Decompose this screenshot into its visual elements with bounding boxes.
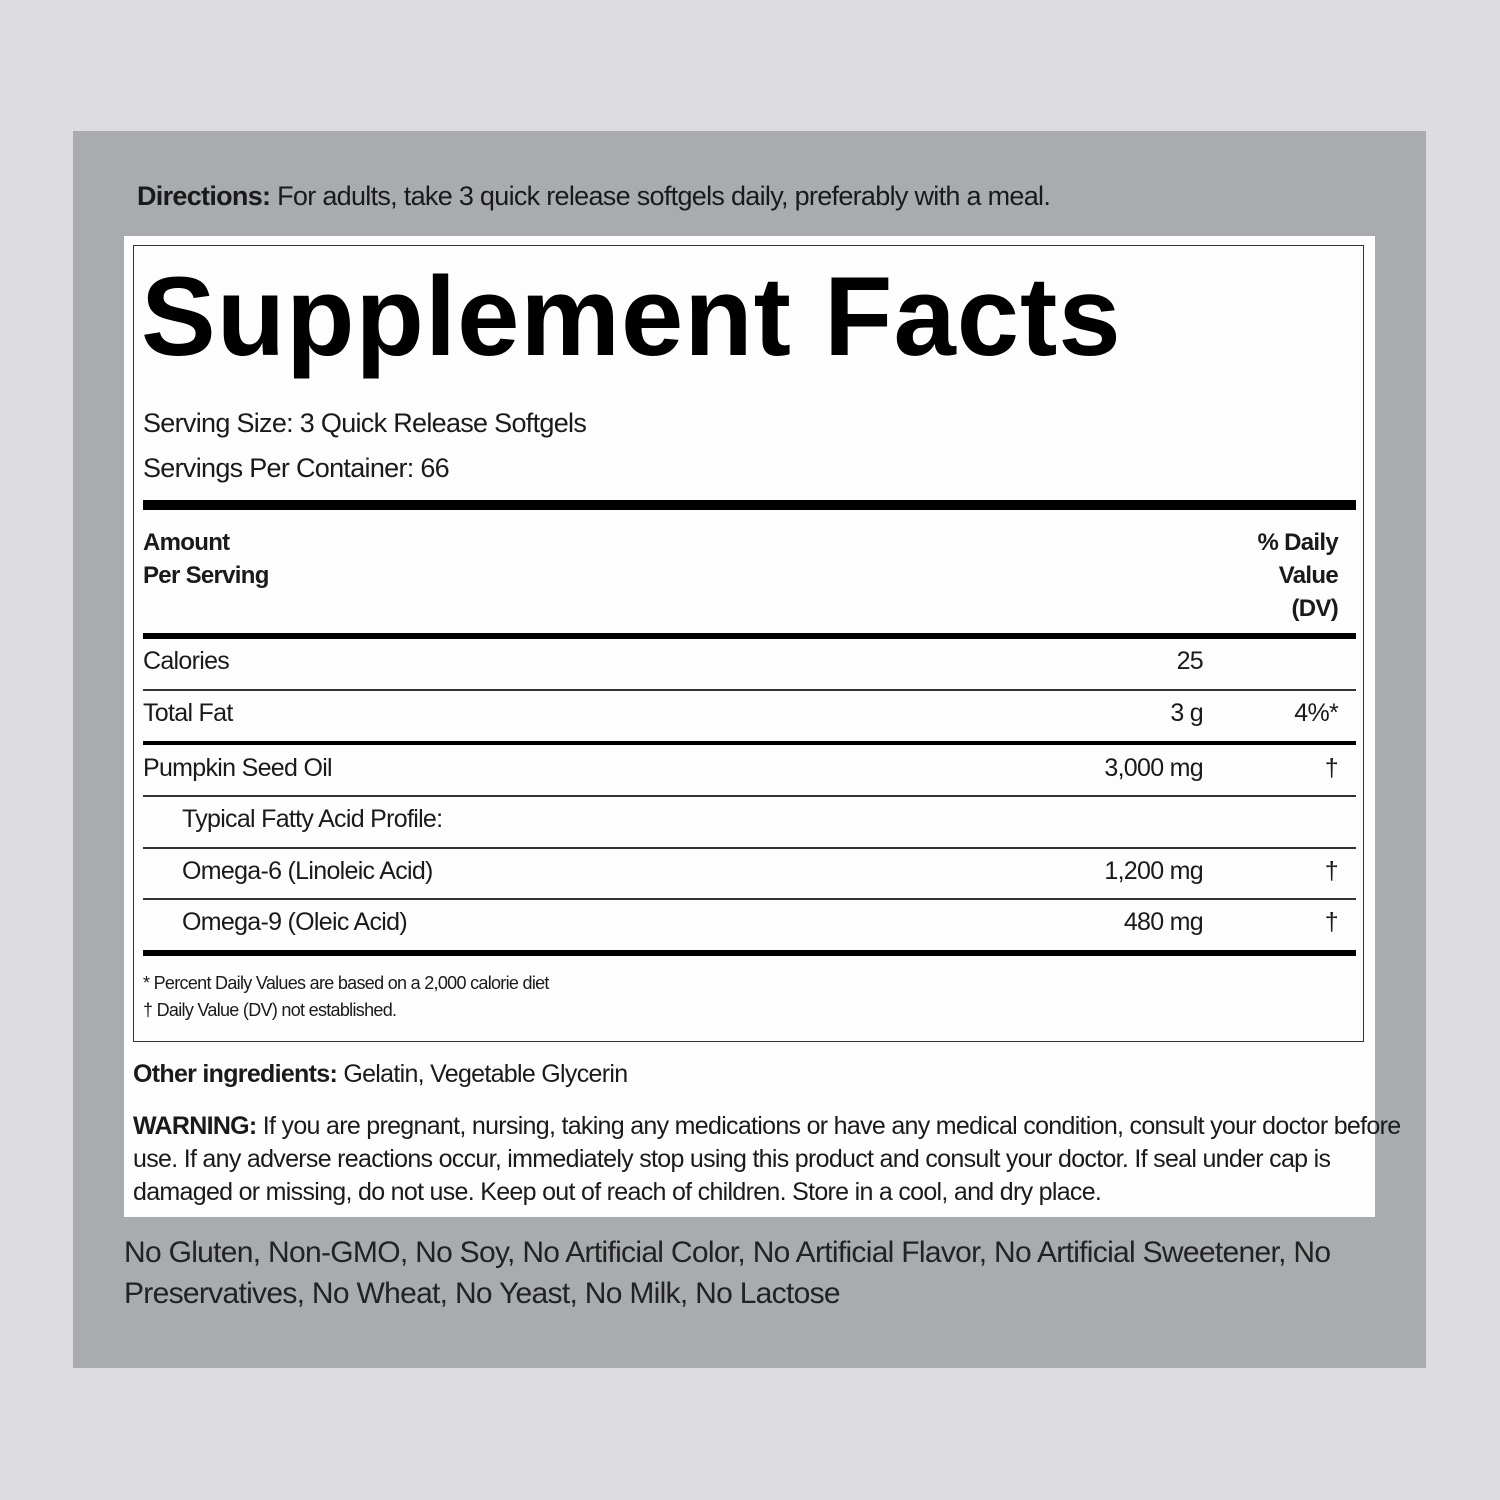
dv-header-line2: Value: [1278, 562, 1339, 589]
divider-thin: [143, 898, 1356, 900]
directions-text: For adults, take 3 quick release softgel…: [270, 181, 1051, 211]
directions-label: Directions:: [137, 181, 271, 211]
divider-thick: [143, 950, 1356, 956]
row-amount-omega-6: 1,200 mg: [1104, 857, 1203, 885]
amount-header-line1: Amount: [143, 529, 230, 556]
supplement-facts-box: [133, 245, 1364, 1042]
warning-line1: If you are pregnant, nursing, taking any…: [256, 1112, 1401, 1140]
row-dv-omega-9: †: [1324, 908, 1339, 936]
warning-line3: damaged or missing, do not use. Keep out…: [133, 1178, 1102, 1206]
row-dv-total-fat: 4%*: [1294, 699, 1338, 727]
footnote-dv-not-established: † Daily Value (DV) not established.: [143, 1000, 397, 1020]
row-name-fatty-acid-profile: Typical Fatty Acid Profile:: [182, 805, 443, 833]
divider-thin: [143, 795, 1356, 797]
row-amount-omega-9: 480 mg: [1123, 908, 1204, 936]
row-amount-calories: 25: [1176, 647, 1204, 675]
row-dv-omega-6: †: [1324, 857, 1339, 885]
amount-header-line2: Per Serving: [143, 562, 269, 589]
dv-header-line1: % Daily: [1257, 529, 1339, 556]
dv-header: % Daily Value (DV): [1257, 526, 1339, 625]
other-ingredients: Other ingredients: Gelatin, Vegetable Gl…: [133, 1060, 628, 1089]
directions: Directions: For adults, take 3 quick rel…: [137, 181, 1051, 212]
row-name-total-fat: Total Fat: [143, 699, 233, 727]
serving-size: Serving Size: 3 Quick Release Softgels: [143, 408, 587, 438]
divider-medium: [143, 741, 1356, 745]
free-from-line2: Preservatives, No Wheat, No Yeast, No Mi…: [124, 1277, 841, 1310]
divider-thin: [143, 689, 1356, 691]
row-name-omega-6: Omega-6 (Linoleic Acid): [182, 857, 433, 885]
divider-thick: [143, 633, 1356, 639]
servings-per-container: Servings Per Container: 66: [143, 453, 450, 483]
row-name-calories: Calories: [143, 647, 230, 675]
row-dv-pumpkin-seed-oil: †: [1324, 754, 1339, 782]
dv-header-line3: (DV): [1291, 595, 1338, 622]
other-ingredients-label: Other ingredients:: [133, 1060, 338, 1088]
row-name-pumpkin-seed-oil: Pumpkin Seed Oil: [143, 754, 333, 782]
other-ingredients-text: Gelatin, Vegetable Glycerin: [337, 1060, 628, 1088]
free-from-line1: No Gluten, Non-GMO, No Soy, No Artificia…: [124, 1236, 1331, 1269]
row-amount-total-fat: 3 g: [1170, 699, 1203, 727]
facts-panel: [124, 236, 1375, 1217]
row-name-omega-9: Omega-9 (Oleic Acid): [182, 908, 408, 936]
free-from-claims: No Gluten, Non-GMO, No Soy, No Artificia…: [124, 1232, 1331, 1314]
divider-thick: [143, 500, 1356, 510]
divider-thin: [143, 847, 1356, 849]
warning: WARNING: If you are pregnant, nursing, t…: [133, 1110, 1401, 1209]
facts-title: Supplement Facts: [141, 254, 1122, 379]
amount-header: Amount Per Serving: [143, 526, 269, 592]
warning-line2: use. If any adverse reactions occur, imm…: [133, 1145, 1331, 1173]
footnote-percent-dv: * Percent Daily Values are based on a 2,…: [143, 973, 549, 993]
warning-label: WARNING:: [133, 1112, 257, 1140]
row-amount-pumpkin-seed-oil: 3,000 mg: [1104, 754, 1203, 782]
